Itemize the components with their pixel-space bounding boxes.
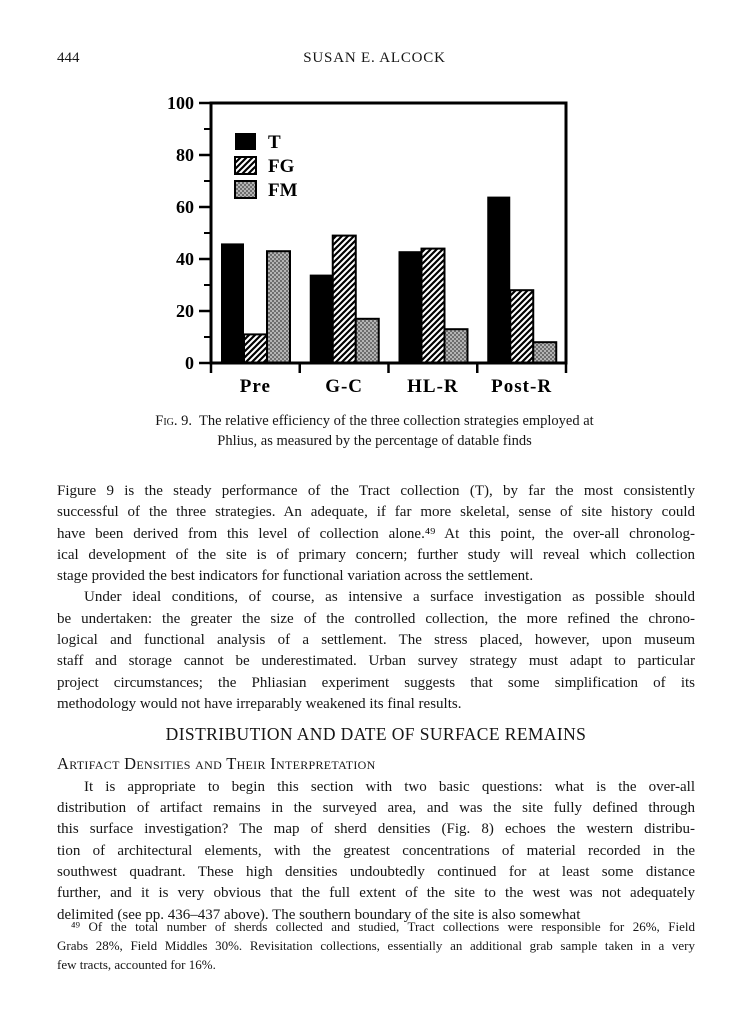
text-line: stage provided the best indicators for f… [57, 568, 534, 585]
text-line: It is appropriate to begin this section … [84, 778, 695, 795]
page-number: 444 [57, 50, 80, 66]
text-line: this surface investigation? The map of s… [57, 821, 695, 838]
caption-line-2: Phlius, as measured by the percentage of… [217, 432, 532, 449]
paragraph-1: Figure 9 is the steady performance of th… [57, 481, 695, 587]
x-category-label: HL-R [407, 376, 459, 397]
text-line: distribution of artifact remains in the … [57, 800, 695, 817]
x-category-label: G-C [325, 376, 363, 397]
text-line: tion of architectural elements, with the… [57, 842, 695, 859]
running-header: 444 SUSAN E. ALCOCK [57, 50, 692, 70]
footnote-49: ⁴⁹ Of the total number of sherds collect… [57, 917, 695, 974]
bar-T-Post-R [487, 196, 511, 363]
bar-FG-Pre [243, 333, 268, 364]
y-tick-label: 20 [176, 301, 194, 321]
caption-text: The relative efficiency of the three col… [199, 413, 594, 429]
text-line: delimited (see pp. 436–437 above). The s… [57, 906, 581, 923]
caption-label: Fig. 9. [155, 413, 193, 429]
bar-chart: 0 20 40 60 80 100 Pre G-C HL-R Post-R T FG FM [167, 93, 568, 397]
bar-FG-Post-R [509, 289, 535, 364]
text-line: further, and it is very obvious that the… [57, 885, 695, 902]
text-line: project circumstances; the Phliasian exp… [57, 674, 695, 691]
paragraph-2: Under ideal conditions, of course, as in… [57, 587, 695, 715]
y-tick-label: 80 [176, 145, 194, 165]
paragraph-3: It is appropriate to begin this section … [57, 777, 695, 926]
legend-swatch-T [235, 133, 256, 150]
caption-line-1: Fig. 9. The relative efficiency of the th… [76, 412, 673, 432]
text-line: logical and functional analysis of a set… [57, 632, 695, 649]
legend-swatch-FG [234, 156, 257, 175]
bar-FG-HL-R [420, 247, 446, 365]
text-line: southwest quadrant. These high densities… [57, 864, 695, 881]
y-tick-label: 40 [176, 249, 194, 269]
y-tick-label: 0 [185, 353, 194, 373]
figure-caption: Fig. 9. The relative efficiency of the th… [76, 412, 673, 451]
bar-T-HL-R [398, 251, 422, 363]
text-line: methodology would not have irreparably w… [57, 695, 462, 712]
text-line: Figure 9 is the steady performance of th… [57, 483, 695, 499]
text-line: ⁴⁹ Of the total number of sherds collect… [71, 919, 695, 934]
text-line: have been derived from this level of col… [57, 525, 695, 542]
y-tick-label: 100 [167, 93, 194, 113]
legend-label-T: T [268, 132, 281, 153]
bar-FM-Pre [266, 250, 291, 364]
text-line: staff and storage cannot be underestimat… [57, 653, 695, 670]
bar-FG-G-C [331, 234, 357, 365]
text-line: successful of the three strategies. An a… [57, 504, 695, 521]
text-line: Under ideal conditions, of course, as in… [84, 589, 695, 606]
legend-label-FM: FM [268, 180, 298, 201]
legend-label-FG: FG [268, 156, 295, 177]
bar-FM-G-C [354, 317, 380, 365]
text-line: few tracts, accounted for 16%. [57, 957, 216, 972]
section-heading: DISTRIBUTION AND DATE OF SURFACE REMAINS [165, 724, 587, 745]
bar-T-G-C [309, 274, 333, 363]
y-tick-label: 60 [176, 197, 194, 217]
subsection-heading: Artifact Densities and Their Interpretat… [57, 753, 376, 773]
x-category-label: Pre [240, 376, 271, 397]
legend-swatch-FM [234, 180, 257, 199]
figure-9: 0 20 40 60 80 100 Pre G-C HL-R Post-R T FG FM [158, 90, 593, 407]
running-head-title: SUSAN E. ALCOCK [303, 50, 446, 66]
bar-T-Pre [221, 243, 244, 363]
bar-FM-HL-R [443, 328, 469, 364]
text-line: ical development of the site is of prima… [57, 546, 695, 563]
body-text: Figure 9 is the steady performance of th… [57, 481, 695, 926]
text-line: Grabs 28%, Field Middles 30%. Revisitati… [57, 938, 695, 953]
text-line: be undertaken: the greater the size of t… [57, 610, 695, 627]
x-category-label: Post-R [491, 376, 552, 397]
bar-FM-Post-R [532, 341, 558, 364]
